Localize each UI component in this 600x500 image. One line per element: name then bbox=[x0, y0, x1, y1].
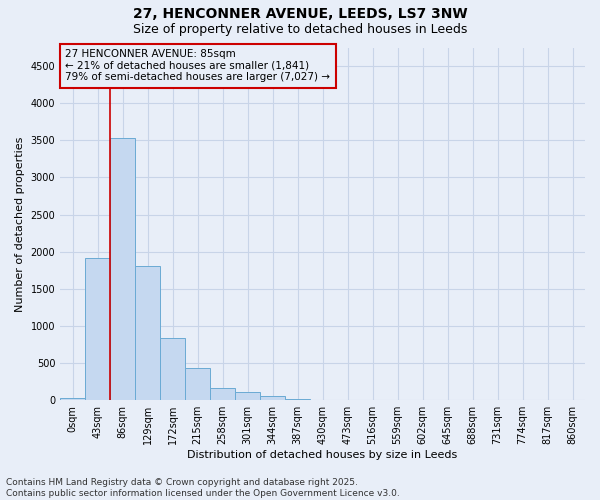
X-axis label: Distribution of detached houses by size in Leeds: Distribution of detached houses by size … bbox=[187, 450, 458, 460]
Text: Contains HM Land Registry data © Crown copyright and database right 2025.
Contai: Contains HM Land Registry data © Crown c… bbox=[6, 478, 400, 498]
Bar bbox=[285, 398, 310, 400]
Bar bbox=[85, 258, 110, 400]
Bar bbox=[185, 368, 210, 400]
Bar bbox=[160, 338, 185, 400]
Bar bbox=[235, 392, 260, 400]
Bar bbox=[110, 138, 135, 400]
Y-axis label: Number of detached properties: Number of detached properties bbox=[15, 136, 25, 312]
Bar bbox=[60, 398, 85, 400]
Text: 27, HENCONNER AVENUE, LEEDS, LS7 3NW: 27, HENCONNER AVENUE, LEEDS, LS7 3NW bbox=[133, 8, 467, 22]
Bar bbox=[210, 388, 235, 400]
Text: 27 HENCONNER AVENUE: 85sqm
← 21% of detached houses are smaller (1,841)
79% of s: 27 HENCONNER AVENUE: 85sqm ← 21% of deta… bbox=[65, 50, 331, 82]
Bar bbox=[260, 396, 285, 400]
Bar bbox=[135, 266, 160, 400]
Text: Size of property relative to detached houses in Leeds: Size of property relative to detached ho… bbox=[133, 22, 467, 36]
